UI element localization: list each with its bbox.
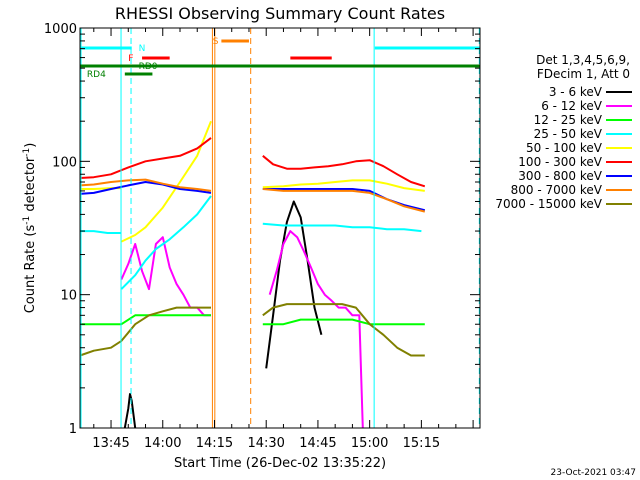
series-0-segment-1 bbox=[265, 200, 323, 369]
series-3-segment-0 bbox=[80, 230, 122, 234]
y-label-exp-2: -1 bbox=[22, 148, 32, 157]
y-tick-label-0: 1 bbox=[69, 422, 77, 437]
legend-label-1: 6 - 12 keV bbox=[541, 99, 603, 113]
x-axis-label: Start Time (26-Dec-02 13:35:22) bbox=[174, 456, 386, 471]
x-tick-label-3: 14:30 bbox=[247, 436, 284, 451]
series-3-segment-2 bbox=[262, 222, 422, 233]
flag-layer: NF S RD0 RD4 bbox=[80, 37, 480, 80]
plot-frame bbox=[79, 27, 481, 429]
flag-n-label: N bbox=[139, 44, 146, 54]
x-tick-label-2: 14:15 bbox=[196, 436, 233, 451]
flag-rd4-label: RD4 bbox=[87, 70, 106, 80]
x-tick-label-1: 14:00 bbox=[144, 436, 181, 451]
legend-label-7: 800 - 7000 keV bbox=[511, 183, 603, 197]
series-2-segment-1 bbox=[262, 318, 425, 326]
series-8-segment-1 bbox=[262, 303, 425, 357]
y-tick-label-1: 10 bbox=[60, 289, 77, 304]
legend-label-4: 50 - 100 keV bbox=[526, 141, 603, 155]
flag-s-label: S bbox=[213, 37, 219, 47]
x-tick-label-4: 14:45 bbox=[299, 436, 336, 451]
series-layer bbox=[79, 120, 426, 429]
legend-label-5: 100 - 300 keV bbox=[518, 155, 602, 169]
series-3-segment-1 bbox=[120, 195, 212, 290]
series-4-segment-2 bbox=[262, 179, 425, 192]
series-0-segment-0 bbox=[123, 393, 137, 429]
plot-area: NF S RD0 RD4 13:45 14:00 14:15 14:30 14:45 15:00… bbox=[44, 22, 481, 451]
flag-rd0-label: RD0 bbox=[139, 62, 158, 72]
y-tick-label-2: 100 bbox=[52, 155, 77, 170]
vline-layer bbox=[80, 28, 480, 428]
detector-info-line-2: FDecim 1, Att 0 bbox=[537, 67, 630, 81]
series-7-segment-0 bbox=[79, 178, 212, 192]
y-tick-label-3: 1000 bbox=[44, 22, 77, 37]
x-tick-label-6: 15:15 bbox=[403, 436, 440, 451]
chart-title: RHESSI Observing Summary Count Rates bbox=[115, 4, 445, 23]
flag-f-label: F bbox=[128, 54, 133, 64]
legend-label-6: 300 - 800 keV bbox=[518, 169, 602, 183]
series-6-segment-1 bbox=[262, 188, 426, 212]
series-8-segment-0 bbox=[79, 306, 211, 357]
timestamp: 23-Oct-2021 03:47 bbox=[551, 468, 636, 478]
legend-label-2: 12 - 25 keV bbox=[534, 113, 603, 127]
series-7-segment-1 bbox=[262, 188, 426, 213]
legend-label-8: 7000 - 15000 keV bbox=[495, 197, 602, 211]
y-label-exp-1: -1 bbox=[22, 216, 32, 225]
series-4-segment-1 bbox=[120, 120, 212, 243]
tick-layer: 13:45 14:00 14:15 14:30 14:45 15:00 15:15 1 10 10… bbox=[44, 22, 480, 451]
series-1-segment-1 bbox=[268, 230, 364, 429]
x-tick-label-0: 13:45 bbox=[92, 436, 129, 451]
y-axis-label: Count Rate (s-1 detector-1) bbox=[22, 143, 38, 314]
series-5-segment-1 bbox=[262, 155, 426, 188]
series-6-segment-0 bbox=[79, 181, 212, 195]
detector-info-line-1: Det 1,3,4,5,6,9, bbox=[536, 53, 630, 67]
legend-label-0: 3 - 6 keV bbox=[549, 85, 603, 99]
x-tick-label-5: 15:00 bbox=[351, 436, 388, 451]
series-5-segment-0 bbox=[79, 137, 212, 179]
legend-label-3: 25 - 50 keV bbox=[534, 127, 603, 141]
